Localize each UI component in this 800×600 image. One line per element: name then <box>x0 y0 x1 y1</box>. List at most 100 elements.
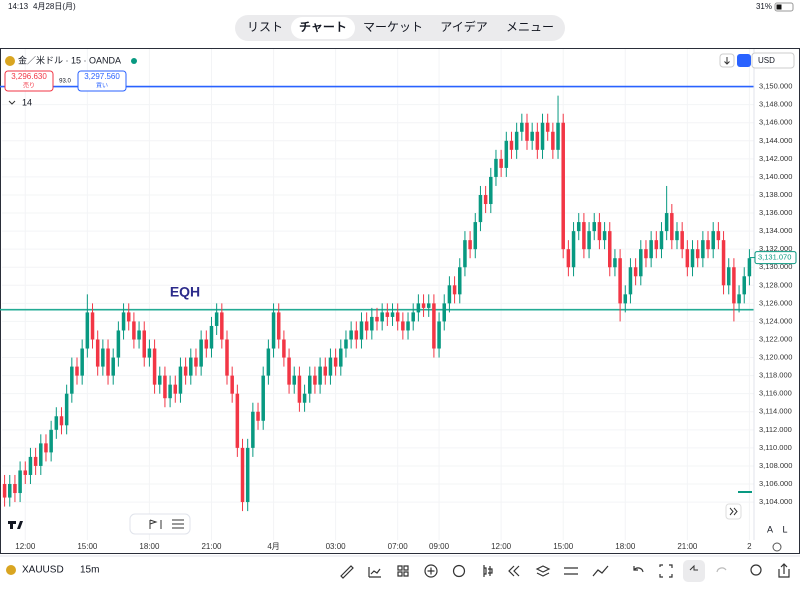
fullscreen-icon[interactable] <box>659 564 673 578</box>
sync-button[interactable] <box>737 54 751 67</box>
candle-body <box>401 321 405 331</box>
axis-button[interactable]: L <box>782 524 787 534</box>
candle-body <box>395 312 400 322</box>
nav-tab[interactable]: メニュー <box>506 20 554 34</box>
candle-body <box>354 330 359 340</box>
crosshair-button[interactable] <box>683 560 705 582</box>
candle-body <box>520 122 524 132</box>
buy-button[interactable] <box>77 70 127 92</box>
candle-body <box>644 249 648 259</box>
nav-tab[interactable]: チャート <box>299 20 347 34</box>
nav-tabs: リスト チャート マーケット アイデア メニュー <box>247 17 554 39</box>
candle-body <box>90 312 95 340</box>
indicator-count: 14 <box>22 97 32 107</box>
candle-body <box>380 312 384 322</box>
candle-body <box>721 240 726 286</box>
candle-body <box>535 131 540 150</box>
candle-body <box>8 484 12 498</box>
candle-body <box>302 393 307 403</box>
candle-body <box>390 312 395 317</box>
candle-body <box>561 122 565 250</box>
grid-icon[interactable] <box>397 565 409 577</box>
candle-body <box>587 231 591 250</box>
nav-tab[interactable]: アイデア <box>440 19 487 34</box>
candle-body <box>178 366 183 394</box>
candle-body <box>235 393 240 448</box>
down-arrow-icon <box>724 57 730 65</box>
settings-sliders[interactable] <box>564 567 578 575</box>
candles-icon[interactable] <box>483 565 493 577</box>
nav-tab[interactable]: リスト <box>247 20 283 34</box>
candle-body <box>566 249 571 268</box>
candle-body <box>137 330 141 340</box>
y-tick-label: 3,116.000 <box>759 389 792 398</box>
undo-icon[interactable] <box>633 566 644 573</box>
candle-body <box>695 249 700 259</box>
y-tick-label: 3,146.000 <box>759 118 792 127</box>
candle-body <box>276 312 281 340</box>
y-tick-label: 3,124.000 <box>759 316 792 325</box>
candle-body <box>204 339 209 349</box>
candle-body <box>292 375 296 385</box>
y-tick-label: 3,110.000 <box>759 443 792 452</box>
indicator-toggle[interactable] <box>8 100 16 105</box>
indicator-icon[interactable] <box>368 567 381 578</box>
add-icon[interactable] <box>424 564 438 578</box>
bulb-icon[interactable] <box>750 564 762 576</box>
share-icon[interactable] <box>778 563 790 578</box>
bottom-symbol[interactable]: XAUUSD <box>22 565 64 576</box>
candle-body <box>597 222 602 241</box>
trend-icon[interactable] <box>592 565 609 577</box>
candle-body <box>499 158 503 168</box>
candle-body <box>44 443 48 453</box>
candle-body <box>483 194 488 205</box>
candle-body <box>706 240 710 250</box>
candle-body <box>664 213 669 232</box>
candle-body <box>411 312 415 322</box>
drawing-toolbar[interactable] <box>129 513 191 535</box>
alert-icon[interactable] <box>452 564 466 578</box>
spread: 93.0 <box>59 79 71 85</box>
candle-body <box>742 276 746 295</box>
settings-icon[interactable] <box>772 542 782 552</box>
redo-icon[interactable] <box>716 567 727 573</box>
pen-icon[interactable] <box>340 565 354 579</box>
candle-body <box>39 443 43 466</box>
candle-body <box>385 312 390 317</box>
currency: USD <box>758 56 775 65</box>
candle-body <box>489 176 493 205</box>
nav-tab[interactable]: マーケット <box>363 20 423 34</box>
candle-body <box>266 348 271 376</box>
currency-button[interactable] <box>751 52 795 69</box>
candle-body <box>618 258 622 304</box>
candle-body <box>297 375 302 403</box>
candle-body <box>654 240 659 250</box>
candle-body <box>530 131 534 141</box>
replay-icon[interactable] <box>508 565 520 577</box>
axis-button[interactable]: A <box>767 524 773 534</box>
candle-body <box>364 321 369 331</box>
candle-body <box>111 357 115 376</box>
candle-body <box>287 357 291 385</box>
sell-button[interactable] <box>4 70 54 92</box>
candle-body <box>582 222 586 250</box>
y-tick-label: 3,136.000 <box>759 208 792 217</box>
candle-body <box>256 411 260 421</box>
y-tick-label: 3,144.000 <box>759 136 792 145</box>
candle-body <box>359 321 364 340</box>
candle-body <box>613 258 617 268</box>
symbol-icon <box>5 56 15 66</box>
price-axis <box>754 49 799 553</box>
candle-body <box>209 325 214 349</box>
bottom-interval[interactable]: 15m <box>80 565 99 576</box>
layers-icon[interactable] <box>535 565 551 577</box>
x-tick-label: 18:00 <box>615 542 636 551</box>
candle-body <box>101 348 105 367</box>
candle-body <box>504 140 509 168</box>
candle-body <box>54 416 59 430</box>
candle-body <box>685 249 690 268</box>
candle-body <box>194 357 198 367</box>
candle-body <box>142 330 146 358</box>
candle-body <box>701 240 705 259</box>
